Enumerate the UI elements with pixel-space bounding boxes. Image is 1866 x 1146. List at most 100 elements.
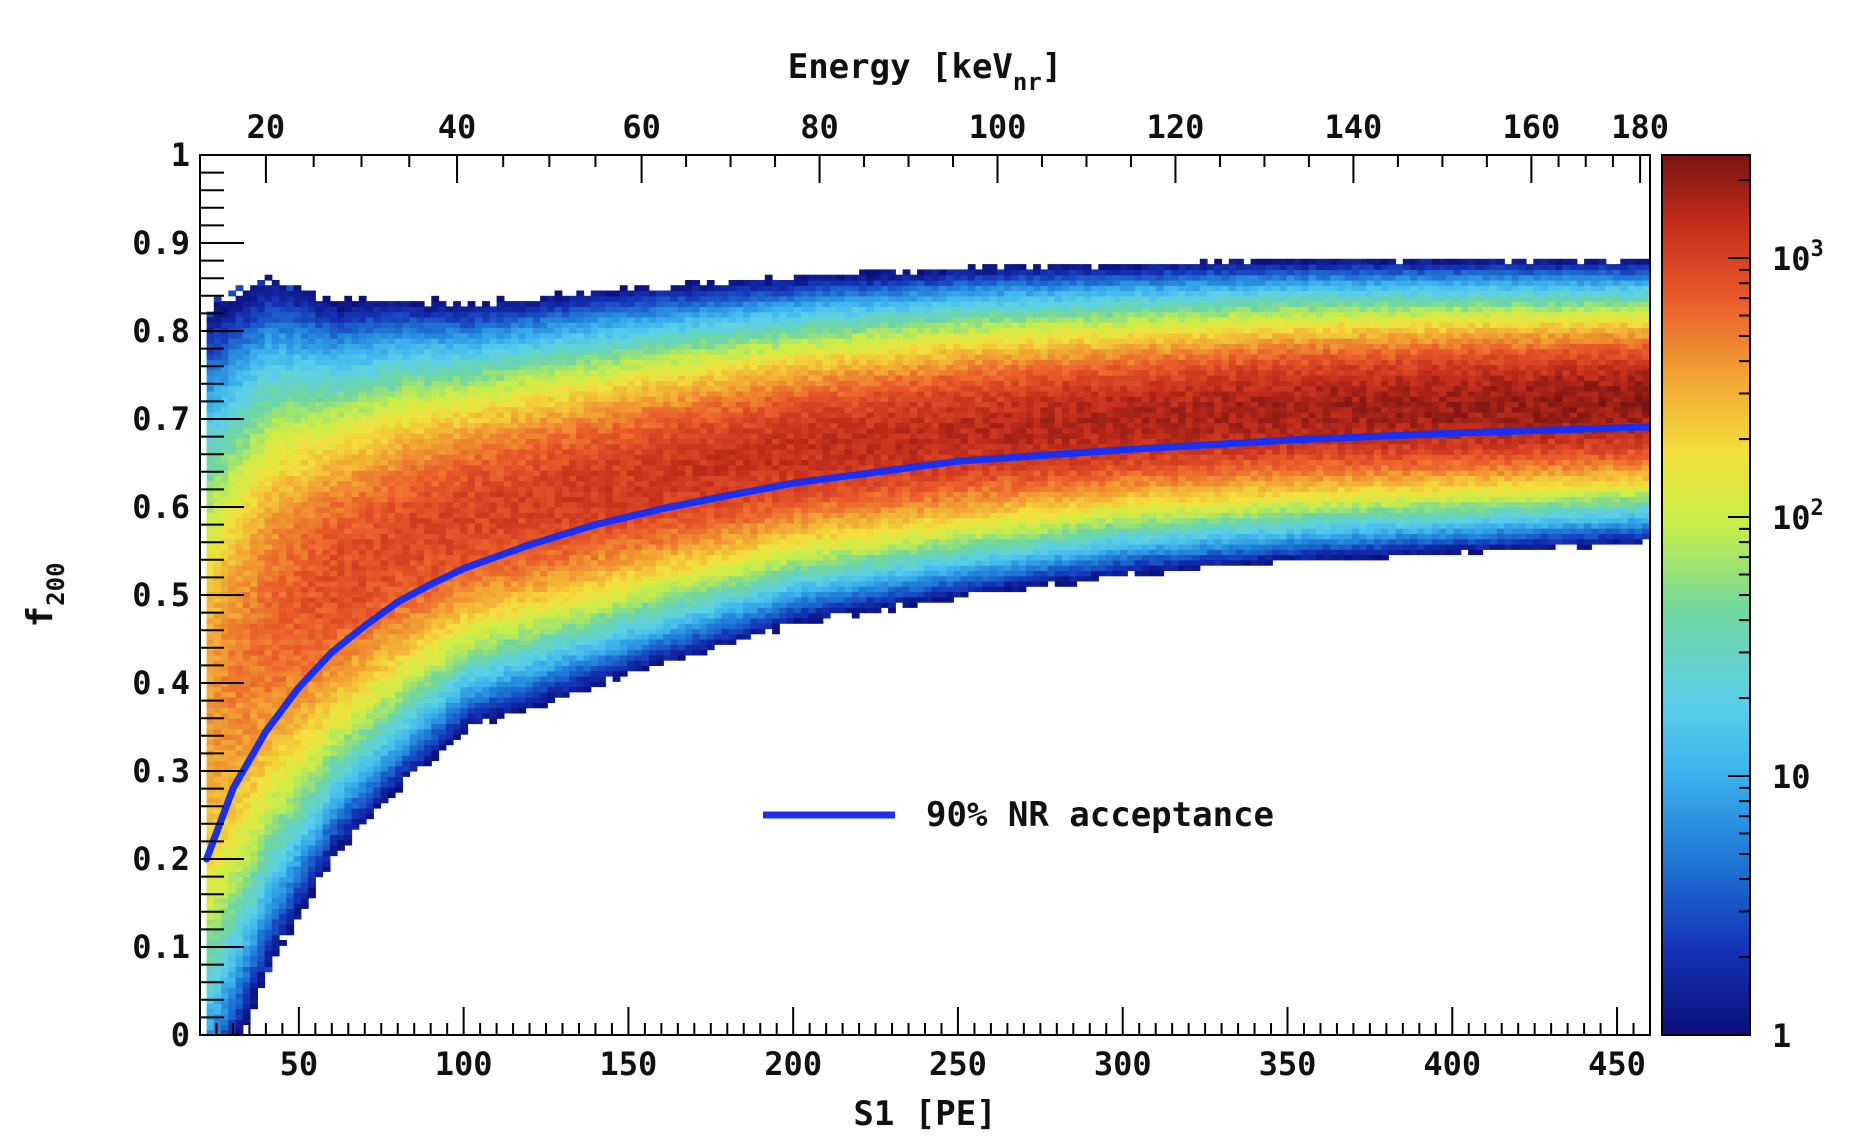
heatmap-cell <box>250 623 258 630</box>
heatmap-cell <box>358 723 367 730</box>
heatmap-cell <box>424 475 432 482</box>
heatmap-cell <box>250 332 258 339</box>
heatmap-cell <box>271 454 280 461</box>
heatmap-cell <box>467 538 476 545</box>
heatmap-cell <box>264 353 273 360</box>
heatmap-cell <box>366 369 374 376</box>
heatmap-cell <box>489 322 498 329</box>
heatmap-cell <box>532 591 541 598</box>
heatmap-cell <box>322 332 331 339</box>
heatmap-cell <box>322 544 331 550</box>
heatmap-cell <box>358 665 367 672</box>
heatmap-cell <box>561 654 570 661</box>
heatmap-cell <box>366 654 374 661</box>
heatmap-cell <box>228 654 237 661</box>
heatmap-cell <box>344 617 353 624</box>
heatmap-cell <box>358 522 367 529</box>
heatmap-cell <box>518 364 527 371</box>
heatmap-cell <box>438 681 447 688</box>
heatmap-cell <box>358 322 367 329</box>
heatmap-cell <box>221 697 229 703</box>
heatmap-cell <box>503 639 512 645</box>
heatmap-cell <box>329 385 338 392</box>
heatmap-cell <box>293 533 302 540</box>
heatmap-cell <box>264 575 273 582</box>
heatmap-cell <box>250 802 258 809</box>
heatmap-cell <box>206 776 215 783</box>
heatmap-cell <box>482 549 490 556</box>
heatmap-cell <box>213 528 222 534</box>
heatmap-cell <box>395 639 403 645</box>
heatmap-cell <box>511 660 519 666</box>
heatmap-cell <box>271 427 280 434</box>
heatmap-cell <box>271 681 280 688</box>
heatmap-cell <box>380 712 389 719</box>
heatmap-cell <box>380 385 389 392</box>
heatmap-cell <box>358 649 367 656</box>
heatmap-cell <box>511 443 519 450</box>
heatmap-cell <box>250 433 258 439</box>
heatmap-cell <box>554 491 563 498</box>
heatmap-cell <box>213 628 222 635</box>
heatmap-cell <box>322 470 331 476</box>
heatmap-cell <box>242 644 251 651</box>
heatmap-cell <box>532 433 541 439</box>
heatmap-cell <box>380 412 389 418</box>
heatmap-cell <box>395 702 403 709</box>
heatmap-cell <box>431 676 440 682</box>
heatmap-cell <box>322 829 331 835</box>
heatmap-cell <box>424 412 432 418</box>
heatmap-cell <box>416 443 425 450</box>
heatmap-cell <box>279 290 287 297</box>
heatmap-cell <box>453 660 461 666</box>
heatmap-cell <box>431 544 440 550</box>
heatmap-cell <box>554 575 563 582</box>
heatmap-cell <box>460 343 469 350</box>
heatmap-cell <box>250 776 258 783</box>
heatmap-cell <box>257 934 266 941</box>
heatmap-cell <box>337 311 345 318</box>
heatmap-cell <box>460 654 469 661</box>
heatmap-cell <box>235 338 244 344</box>
heatmap-cell <box>235 570 244 577</box>
heatmap-cell <box>474 448 483 455</box>
heatmap-cell <box>554 602 563 608</box>
heatmap-cell <box>380 670 389 677</box>
heatmap-cell <box>286 876 295 883</box>
heatmap-cell <box>431 559 440 566</box>
heatmap-cell <box>351 676 360 682</box>
heatmap-cell <box>322 491 331 498</box>
heatmap-cell <box>271 559 280 566</box>
heatmap-cell <box>387 422 396 429</box>
heatmap-cell <box>300 691 309 698</box>
heatmap-cell <box>264 628 273 635</box>
heatmap-cell <box>308 491 316 498</box>
heatmap-cell <box>525 586 534 593</box>
heatmap-cell <box>453 385 461 392</box>
heatmap-cell <box>257 961 266 967</box>
heatmap-cell <box>315 427 324 434</box>
heatmap-cell <box>460 412 469 418</box>
heatmap-cell <box>242 987 251 994</box>
heatmap-cell <box>438 544 447 550</box>
heatmap-cell <box>242 591 251 598</box>
heatmap-cell <box>395 385 403 392</box>
heatmap-cell <box>242 639 251 645</box>
heatmap-cell <box>431 649 440 656</box>
heatmap-cell <box>409 760 418 767</box>
heatmap-cell <box>250 1003 258 1010</box>
heatmap-cell <box>438 691 447 698</box>
heatmap-cell <box>402 470 411 476</box>
heatmap-cell <box>424 554 432 561</box>
heatmap-cell <box>540 390 548 397</box>
heatmap-cell <box>366 332 374 339</box>
heatmap-cell <box>250 586 258 593</box>
heatmap-cell <box>525 528 534 534</box>
heatmap-cell <box>366 306 374 313</box>
heatmap-cell <box>293 760 302 767</box>
heatmap-cell <box>380 596 389 603</box>
heatmap-cell <box>395 343 403 350</box>
heatmap-cell <box>315 327 324 334</box>
heatmap-cell <box>279 295 287 302</box>
heatmap-cell <box>511 623 519 630</box>
